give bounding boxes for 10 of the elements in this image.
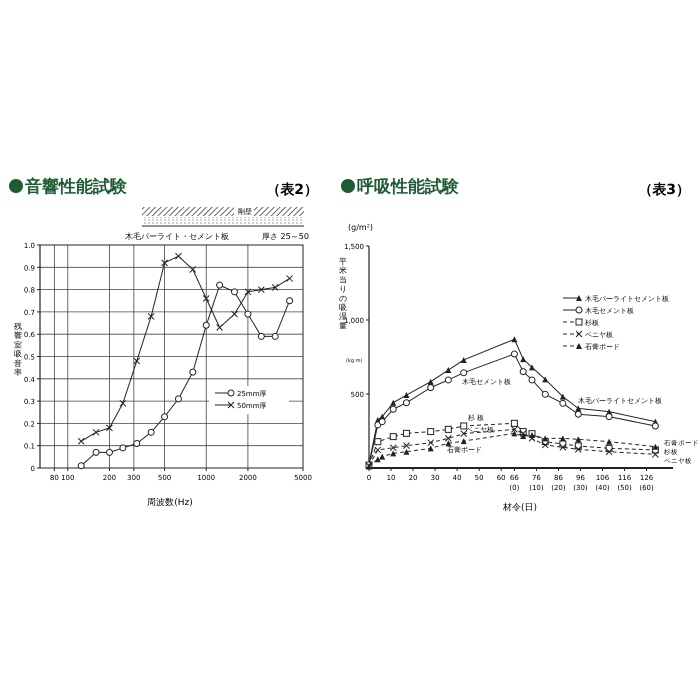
chart-title: 呼吸性能試験	[357, 177, 460, 197]
text: 厚さ 25～50	[262, 232, 309, 241]
x-axis-title: 材令(日)	[502, 502, 538, 513]
text: （表3）	[638, 182, 690, 198]
y-axis-title: 残響室吸音率	[14, 322, 22, 377]
text: (g/m²)	[348, 223, 374, 232]
chart-title: 音響性能試験	[24, 177, 128, 197]
text: （表2）	[266, 182, 318, 198]
x-axis-title: 周波数(Hz)	[147, 497, 193, 508]
text: 木毛パーライト・セメント板	[125, 232, 229, 241]
